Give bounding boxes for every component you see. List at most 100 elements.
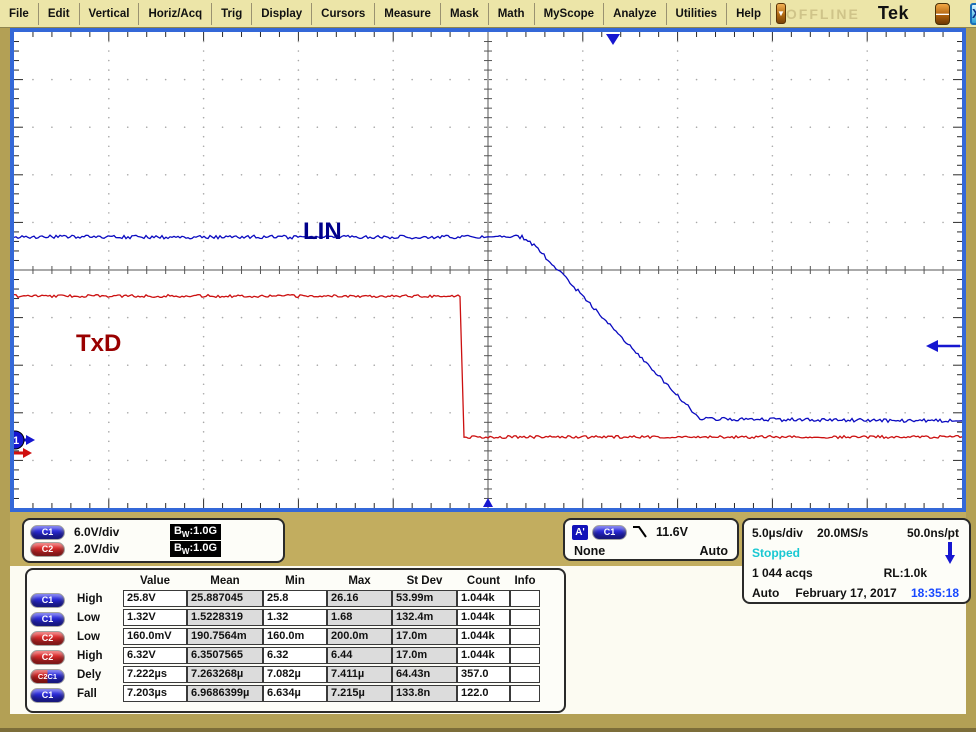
- column-header-st-dev: St Dev: [392, 575, 457, 587]
- measurement-info-cell: [510, 590, 540, 607]
- measurement-table: ValueMeanMinMaxSt DevCountInfoC1High25.8…: [31, 572, 560, 703]
- measurement-mean-cell: 25.887045: [187, 590, 263, 607]
- menu-item-horiz-acq[interactable]: Horiz/Acq: [139, 3, 212, 25]
- measurement-min-cell: 1.32: [263, 609, 327, 626]
- horizontal-reference-marker: [483, 498, 493, 507]
- measurement-row[interactable]: C2High6.32V6.35075656.326.4417.0m1.044k: [31, 646, 560, 665]
- measurement-value-cell: 160.0mV: [123, 628, 187, 645]
- column-header-min: Min: [263, 575, 327, 587]
- trigger-a-badge: A': [572, 525, 588, 540]
- measurement-max-cell: 26.16: [327, 590, 392, 607]
- measurement-count-cell: 357.0: [457, 666, 510, 683]
- measurement-mean-cell: 1.5228319: [187, 609, 263, 626]
- trigger-mode-auto: Auto: [700, 544, 728, 558]
- scope-graticule: 1: [14, 32, 962, 508]
- channel-2-bandwidth: BW:1.0G: [170, 541, 221, 557]
- measurement-value-cell: 7.222µs: [123, 666, 187, 683]
- acquisition-status: Stopped: [752, 546, 800, 560]
- measurement-count-cell: 1.044k: [457, 647, 510, 664]
- measurement-min-cell: 6.32: [263, 647, 327, 664]
- menu-item-mask[interactable]: Mask: [441, 3, 489, 25]
- menu-item-display[interactable]: Display: [252, 3, 312, 25]
- measurement-stdev-cell: 133.8n: [392, 685, 457, 702]
- channel-2-row[interactable]: C2 2.0V/div BW:1.0G: [31, 541, 276, 557]
- measurement-min-cell: 160.0m: [263, 628, 327, 645]
- thermometer-icon: [945, 542, 955, 564]
- measurement-source-badge: C2: [31, 651, 64, 664]
- menu-item-utilities[interactable]: Utilities: [667, 3, 728, 25]
- menu-item-myscope[interactable]: MyScope: [535, 3, 605, 25]
- menu-item-measure[interactable]: Measure: [375, 3, 441, 25]
- falling-edge-icon: [631, 524, 649, 540]
- measurement-max-cell: 7.215µ: [327, 685, 392, 702]
- trigger-panel[interactable]: A' C1 11.6V None Auto: [563, 518, 739, 561]
- measurement-info-cell: [510, 628, 540, 645]
- measurement-stdev-cell: 53.99m: [392, 590, 457, 607]
- tek-logo: Tek: [878, 3, 909, 24]
- menu-item-help[interactable]: Help: [727, 3, 771, 25]
- measurement-source-badge: C2C1: [31, 670, 64, 683]
- measurement-info-cell: [510, 685, 540, 702]
- sample-resolution: 50.0ns/pt: [907, 526, 959, 540]
- measurement-value-cell: 25.8V: [123, 590, 187, 607]
- measurement-stdev-cell: 132.4m: [392, 609, 457, 626]
- menu-item-math[interactable]: Math: [489, 3, 535, 25]
- measurement-max-cell: 7.411µ: [327, 666, 392, 683]
- trigger-source-badge: C1: [593, 526, 626, 539]
- time-display: 18:35:18: [911, 586, 959, 600]
- waveform-display[interactable]: 1 LIN TxD: [10, 28, 966, 512]
- trigger-position-marker[interactable]: [606, 34, 620, 45]
- column-header-count: Count: [457, 575, 510, 587]
- measurement-name: High: [71, 650, 123, 662]
- menu-item-edit[interactable]: Edit: [39, 3, 80, 25]
- acquisition-count: 1 044 acqs: [752, 566, 813, 580]
- menu-item-vertical[interactable]: Vertical: [80, 3, 140, 25]
- minimize-button[interactable]: —: [935, 3, 950, 25]
- measurement-count-cell: 122.0: [457, 685, 510, 702]
- trigger-level: 11.6V: [656, 525, 688, 539]
- timebase-panel[interactable]: 5.0µs/div 20.0MS/s 50.0ns/pt Stopped 1 0…: [742, 518, 971, 604]
- measurement-value-cell: 7.203µs: [123, 685, 187, 702]
- oscilloscope-window: FileEditVerticalHoriz/AcqTrigDisplayCurs…: [0, 0, 976, 732]
- sample-rate: 20.0MS/s: [817, 526, 868, 540]
- measurement-row[interactable]: C1Fall7.203µs6.9686399µ6.634µ7.215µ133.8…: [31, 684, 560, 703]
- measurement-row[interactable]: C2Low160.0mV190.7564m160.0m200.0m17.0m1.…: [31, 627, 560, 646]
- measurement-max-cell: 200.0m: [327, 628, 392, 645]
- column-header-info: Info: [510, 575, 540, 587]
- timebase-scale: 5.0µs/div: [752, 526, 803, 540]
- menu-dropdown-button[interactable]: ▼: [776, 3, 786, 24]
- close-button[interactable]: X: [970, 3, 976, 25]
- menu-item-analyze[interactable]: Analyze: [604, 3, 666, 25]
- channel-1-row[interactable]: C1 6.0V/div BW:1.0G: [31, 524, 276, 540]
- trigger-mode-none: None: [574, 544, 605, 558]
- measurement-min-cell: 6.634µ: [263, 685, 327, 702]
- measurement-stdev-cell: 64.43n: [392, 666, 457, 683]
- measurement-mean-cell: 6.9686399µ: [187, 685, 263, 702]
- bottom-frame-edge: [0, 728, 976, 732]
- measurement-min-cell: 7.082µ: [263, 666, 327, 683]
- channel-1-badge: C1: [31, 526, 64, 539]
- measurement-name: Fall: [71, 688, 123, 700]
- minimize-icon: —: [936, 6, 949, 21]
- measurement-table-panel[interactable]: ValueMeanMinMaxSt DevCountInfoC1High25.8…: [25, 568, 566, 713]
- measurement-min-cell: 25.8: [263, 590, 327, 607]
- measurement-count-cell: 1.044k: [457, 609, 510, 626]
- channel-2-badge: C2: [31, 543, 64, 556]
- chevron-down-icon: ▼: [777, 9, 785, 18]
- measurement-row[interactable]: C2C1Dely7.222µs7.263268µ7.082µ7.411µ64.4…: [31, 665, 560, 684]
- channel-1-reference-arrowhead: [26, 435, 35, 445]
- menu-item-cursors[interactable]: Cursors: [312, 3, 375, 25]
- measurement-mean-cell: 190.7564m: [187, 628, 263, 645]
- record-length: RL:1.0k: [884, 566, 927, 580]
- channel-settings-panel[interactable]: C1 6.0V/div BW:1.0G C2 2.0V/div BW:1.0G: [22, 518, 285, 563]
- menu-item-trig[interactable]: Trig: [212, 3, 252, 25]
- channel-2-scale: 2.0V/div: [74, 542, 119, 556]
- measurement-info-cell: [510, 609, 540, 626]
- measurement-row[interactable]: C1Low1.32V1.52283191.321.68132.4m1.044k: [31, 608, 560, 627]
- menu-bar: FileEditVerticalHoriz/AcqTrigDisplayCurs…: [0, 0, 976, 28]
- menu-item-file[interactable]: File: [0, 3, 39, 25]
- date-display: February 17, 2017: [795, 586, 896, 600]
- channel-1-number: 1: [14, 435, 19, 447]
- measurement-row[interactable]: C1High25.8V25.88704525.826.1653.99m1.044…: [31, 589, 560, 608]
- measurement-info-cell: [510, 647, 540, 664]
